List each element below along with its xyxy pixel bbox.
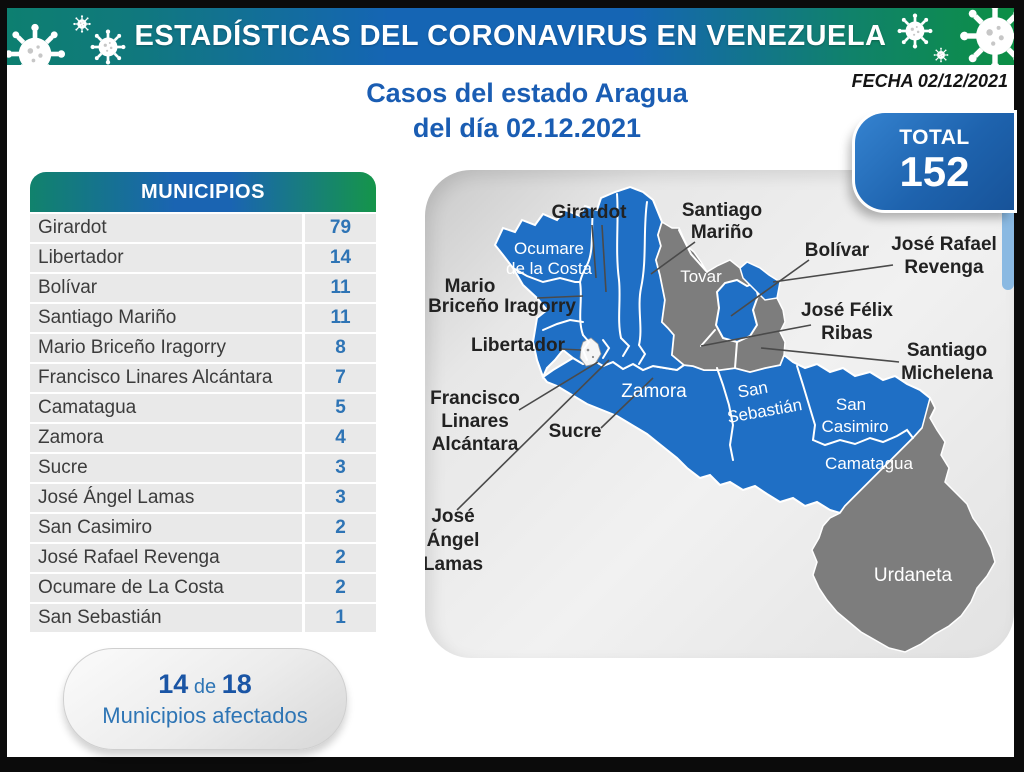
municipality-count: 3 [305, 484, 376, 512]
affected-count: 14 [158, 669, 189, 699]
affected-total: 18 [221, 669, 252, 699]
map-label-tovar: Tovar [680, 267, 722, 286]
municipality-count: 3 [305, 454, 376, 482]
municipality-name: Camatagua [30, 394, 302, 422]
municipality-name: San Casimiro [30, 514, 302, 542]
table-row: Zamora 4 [30, 424, 376, 452]
table-row: José Rafael Revenga 2 [30, 544, 376, 572]
map-label-san-casimiro: Casimiro [821, 417, 888, 436]
map-label-ocumare: Ocumare [514, 239, 584, 258]
municipality-name: Bolívar [30, 274, 302, 302]
table-row: Francisco Linares Alcántara 7 [30, 364, 376, 392]
map-label-ocumare: de la Costa [506, 259, 593, 278]
map-label-urdaneta: Urdaneta [874, 565, 953, 586]
region-urdaneta [811, 395, 996, 653]
total-box: TOTAL 152 [855, 113, 1014, 210]
municipality-name: Sucre [30, 454, 302, 482]
map-label-linares: Francisco [430, 388, 520, 409]
map-label-sucre: Sucre [549, 421, 602, 442]
total-label: TOTAL [899, 126, 970, 149]
municipality-name: Libertador [30, 244, 302, 272]
municipality-name: Ocumare de La Costa [30, 574, 302, 602]
table-row: San Sebastián 1 [30, 604, 376, 632]
municipality-border-lines [512, 193, 914, 461]
table-row: Ocumare de La Costa 2 [30, 574, 376, 602]
table-row: Girardot 79 [30, 214, 376, 242]
table-row: San Casimiro 2 [30, 514, 376, 542]
municipality-count: 2 [305, 544, 376, 572]
total-value: 152 [899, 148, 970, 195]
map-label-linares: Linares [441, 411, 509, 432]
table-row: Bolívar 11 [30, 274, 376, 302]
table-row: Camatagua 5 [30, 394, 376, 422]
table-header: MUNICIPIOS [30, 172, 376, 212]
affected-caption: Municipios afectados [102, 703, 308, 728]
municipality-count: 8 [305, 334, 376, 362]
map-label-libertador: Libertador [471, 335, 566, 356]
page-title-line1: Casos del estado Aragua [366, 78, 688, 108]
municipality-count: 1 [305, 604, 376, 632]
municipality-count: 11 [305, 304, 376, 332]
map-label-san-sebastian: San [736, 378, 769, 402]
table-row: Sucre 3 [30, 454, 376, 482]
lake-speckle [586, 348, 590, 352]
municipality-name: Francisco Linares Alcántara [30, 364, 302, 392]
map-label-revenga: Revenga [904, 257, 984, 278]
header-banner: ESTADÍSTICAS DEL CORONAVIRUS EN VENEZUEL… [7, 8, 1014, 65]
aragua-map-panel: Girardot Santiago Mariño Bolívar José Ra… [425, 170, 1014, 658]
map-label-santiago-marino: Mariño [691, 222, 753, 243]
page-title-line2: del día 02.12.2021 [412, 113, 642, 143]
municipality-count: 11 [305, 274, 376, 302]
lake-speckle [591, 355, 595, 359]
map-label-linares: Alcántara [432, 434, 519, 455]
map-label-santiago-marino: Santiago [682, 200, 762, 221]
map-label-bolivar: Bolívar [805, 240, 870, 261]
map-label-mario-briceno: Briceño Iragorry [428, 296, 576, 317]
municipality-count: 7 [305, 364, 376, 392]
banner-title: ESTADÍSTICAS DEL CORONAVIRUS EN VENEZUEL… [134, 20, 887, 52]
map-label-camatagua: Camatagua [825, 454, 913, 473]
map-label-lamas: José [431, 506, 474, 527]
municipality-name: Zamora [30, 424, 302, 452]
municipality-name: Girardot [30, 214, 302, 242]
aragua-map: Girardot Santiago Mariño Bolívar José Ra… [425, 185, 997, 653]
table-row: Mario Briceño Iragorry 8 [30, 334, 376, 362]
label-connector-lines [456, 224, 900, 511]
map-label-zamora: Zamora [621, 381, 687, 402]
municipality-name: Santiago Mariño [30, 304, 302, 332]
municipality-count: 5 [305, 394, 376, 422]
table-row: José Ángel Lamas 3 [30, 484, 376, 512]
region-revenga [739, 261, 781, 301]
table-row: Libertador 14 [30, 244, 376, 272]
municipality-count: 14 [305, 244, 376, 272]
map-label-michelena: Michelena [901, 363, 993, 384]
map-label-michelena: Santiago [907, 340, 987, 361]
map-label-mario-briceno: Mario [445, 276, 496, 297]
map-label-girardot: Girardot [552, 202, 628, 223]
municipality-count: 2 [305, 574, 376, 602]
municipality-name: José Ángel Lamas [30, 484, 302, 512]
map-label-ribas: Ribas [821, 323, 873, 344]
municipality-count: 4 [305, 424, 376, 452]
municipality-name: José Rafael Revenga [30, 544, 302, 572]
map-label-revenga: José Rafael [891, 234, 997, 255]
municipality-count: 2 [305, 514, 376, 542]
table-row: Santiago Mariño 11 [30, 304, 376, 332]
municipios-table: Girardot 79 Libertador 14 Bolívar 11 Santia… [30, 214, 376, 632]
map-label-ribas: José Félix [801, 300, 893, 321]
date-label: FECHA 02/12/2021 [851, 71, 1008, 91]
content-frame: ESTADÍSTICAS DEL CORONAVIRUS EN VENEZUEL… [7, 8, 1014, 757]
municipality-name: San Sebastián [30, 604, 302, 632]
affected-connector: de [193, 676, 217, 698]
map-label-lamas: Ángel [427, 529, 480, 551]
page-title: Casos del estado Aragua del día 02.12.20… [262, 76, 792, 146]
affected-counts: 14 de 18 [158, 669, 251, 700]
map-label-lamas: Lamas [425, 554, 483, 575]
municipality-name: Mario Briceño Iragorry [30, 334, 302, 362]
municipality-count: 79 [305, 214, 376, 242]
affected-summary: 14 de 18 Municipios afectados [63, 648, 347, 750]
map-label-san-casimiro: San [836, 395, 866, 414]
